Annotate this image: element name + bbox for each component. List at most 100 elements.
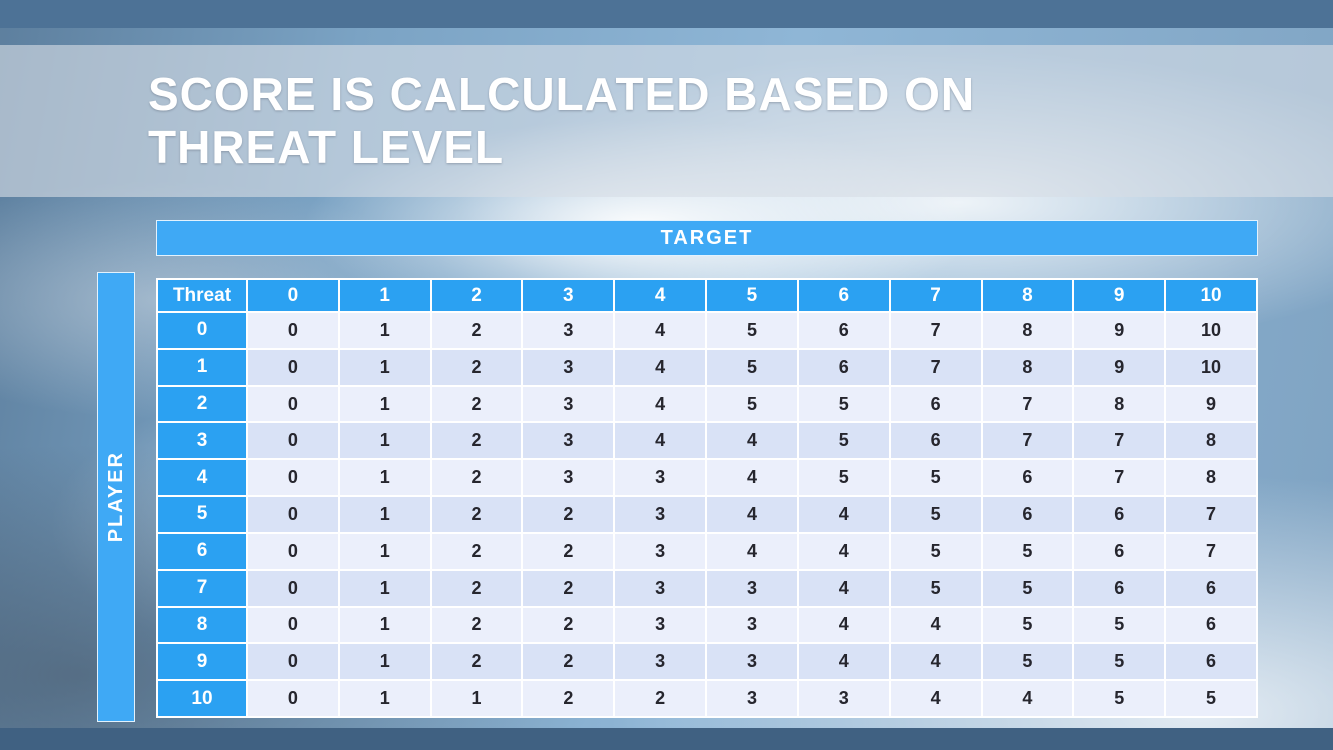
score-cell-10-0: 0 (246, 679, 340, 718)
score-cell-8-7: 4 (888, 605, 983, 645)
score-table-body: 0 0 1 2 3 4 5 6 7 8 9 10 1 0 1 2 3 4 5 6 7 8 9 10 2 0 1 2 3 4 5 5 6 7 8 9 3 0… (156, 311, 1258, 718)
table-row-threat-10: 10 0 1 1 2 2 3 3 4 4 5 5 (156, 679, 1258, 718)
score-cell-6-5: 4 (705, 531, 799, 571)
score-cell-9-1: 1 (337, 642, 432, 682)
table-row-threat-0: 0 0 1 2 3 4 5 6 7 8 9 10 (156, 311, 1258, 350)
table-row-threat-1: 1 0 1 2 3 4 5 6 7 8 9 10 (156, 347, 1258, 387)
score-cell-4-3: 3 (521, 458, 616, 498)
score-cell-6-4: 3 (613, 531, 708, 571)
score-cell-2-0: 0 (246, 384, 340, 424)
corner-header-threat: Threat (156, 278, 248, 313)
score-cell-1-10: 10 (1164, 347, 1258, 387)
score-cell-4-2: 2 (429, 458, 524, 498)
score-cell-4-4: 3 (613, 458, 708, 498)
score-cell-7-7: 5 (888, 568, 983, 608)
score-cell-1-2: 2 (429, 347, 524, 387)
score-cell-2-1: 1 (337, 384, 432, 424)
score-cell-7-4: 3 (613, 568, 708, 608)
score-cell-3-2: 2 (429, 421, 524, 461)
score-cell-3-8: 7 (980, 421, 1075, 461)
score-cell-1-6: 6 (796, 347, 891, 387)
score-cell-0-10: 10 (1164, 311, 1258, 350)
score-cell-7-3: 2 (521, 568, 616, 608)
score-cell-4-5: 4 (705, 458, 799, 498)
row-header-threat-8: 8 (156, 605, 248, 645)
score-cell-3-7: 6 (888, 421, 983, 461)
score-cell-4-6: 5 (796, 458, 891, 498)
score-cell-2-2: 2 (429, 384, 524, 424)
score-cell-3-5: 4 (705, 421, 799, 461)
player-axis-label: PLAYER (104, 451, 127, 543)
score-cell-5-0: 0 (246, 495, 340, 534)
score-cell-10-1: 1 (337, 679, 432, 718)
score-table: Threat 0 1 2 3 4 5 6 7 8 9 10 0 0 1 2 3 4 5 6 7 8 9 10 1 0 1 2 3 4 5… (156, 278, 1258, 718)
score-cell-4-0: 0 (246, 458, 340, 498)
column-header-0: 0 (246, 278, 340, 313)
score-cell-3-0: 0 (246, 421, 340, 461)
score-cell-6-2: 2 (429, 531, 524, 571)
score-cell-5-10: 7 (1164, 495, 1258, 534)
score-cell-5-5: 4 (705, 495, 799, 534)
row-header-threat-6: 6 (156, 531, 248, 571)
score-cell-8-9: 5 (1072, 605, 1167, 645)
score-cell-2-8: 7 (980, 384, 1075, 424)
score-cell-10-8: 4 (980, 679, 1075, 718)
score-cell-3-1: 1 (337, 421, 432, 461)
score-cell-2-4: 4 (613, 384, 708, 424)
score-cell-0-9: 9 (1072, 311, 1167, 350)
score-cell-9-7: 4 (888, 642, 983, 682)
score-cell-8-2: 2 (429, 605, 524, 645)
score-cell-10-5: 3 (705, 679, 799, 718)
score-cell-2-6: 5 (796, 384, 891, 424)
score-cell-10-6: 3 (796, 679, 891, 718)
column-header-2: 2 (429, 278, 524, 313)
score-cell-8-5: 3 (705, 605, 799, 645)
column-header-4: 4 (613, 278, 708, 313)
score-cell-9-2: 2 (429, 642, 524, 682)
score-cell-4-8: 6 (980, 458, 1075, 498)
score-cell-1-9: 9 (1072, 347, 1167, 387)
score-cell-10-4: 2 (613, 679, 708, 718)
score-cell-2-7: 6 (888, 384, 983, 424)
column-header-3: 3 (521, 278, 616, 313)
score-cell-4-1: 1 (337, 458, 432, 498)
column-header-6: 6 (796, 278, 891, 313)
score-cell-2-3: 3 (521, 384, 616, 424)
title-band: SCORE IS CALCULATED BASED ON THREAT LEVE… (0, 45, 1333, 197)
column-header-9: 9 (1072, 278, 1167, 313)
score-cell-8-6: 4 (796, 605, 891, 645)
score-cell-7-1: 1 (337, 568, 432, 608)
score-cell-0-1: 1 (337, 311, 432, 350)
column-header-7: 7 (888, 278, 983, 313)
score-cell-6-9: 6 (1072, 531, 1167, 571)
score-cell-1-3: 3 (521, 347, 616, 387)
score-cell-6-8: 5 (980, 531, 1075, 571)
row-header-threat-2: 2 (156, 384, 248, 424)
top-accent-bar (0, 0, 1333, 28)
score-cell-1-1: 1 (337, 347, 432, 387)
score-cell-5-8: 6 (980, 495, 1075, 534)
column-header-10: 10 (1164, 278, 1258, 313)
score-cell-4-10: 8 (1164, 458, 1258, 498)
score-cell-2-5: 5 (705, 384, 799, 424)
score-cell-9-10: 6 (1164, 642, 1258, 682)
score-cell-9-6: 4 (796, 642, 891, 682)
score-cell-5-7: 5 (888, 495, 983, 534)
score-cell-0-6: 6 (796, 311, 891, 350)
score-cell-8-10: 6 (1164, 605, 1258, 645)
score-cell-5-9: 6 (1072, 495, 1167, 534)
page-title-line1: SCORE IS CALCULATED BASED ON (148, 68, 976, 120)
score-cell-3-4: 4 (613, 421, 708, 461)
score-cell-5-6: 4 (796, 495, 891, 534)
score-cell-10-7: 4 (888, 679, 983, 718)
score-cell-0-0: 0 (246, 311, 340, 350)
score-cell-9-9: 5 (1072, 642, 1167, 682)
score-cell-1-8: 8 (980, 347, 1075, 387)
row-header-threat-3: 3 (156, 421, 248, 461)
